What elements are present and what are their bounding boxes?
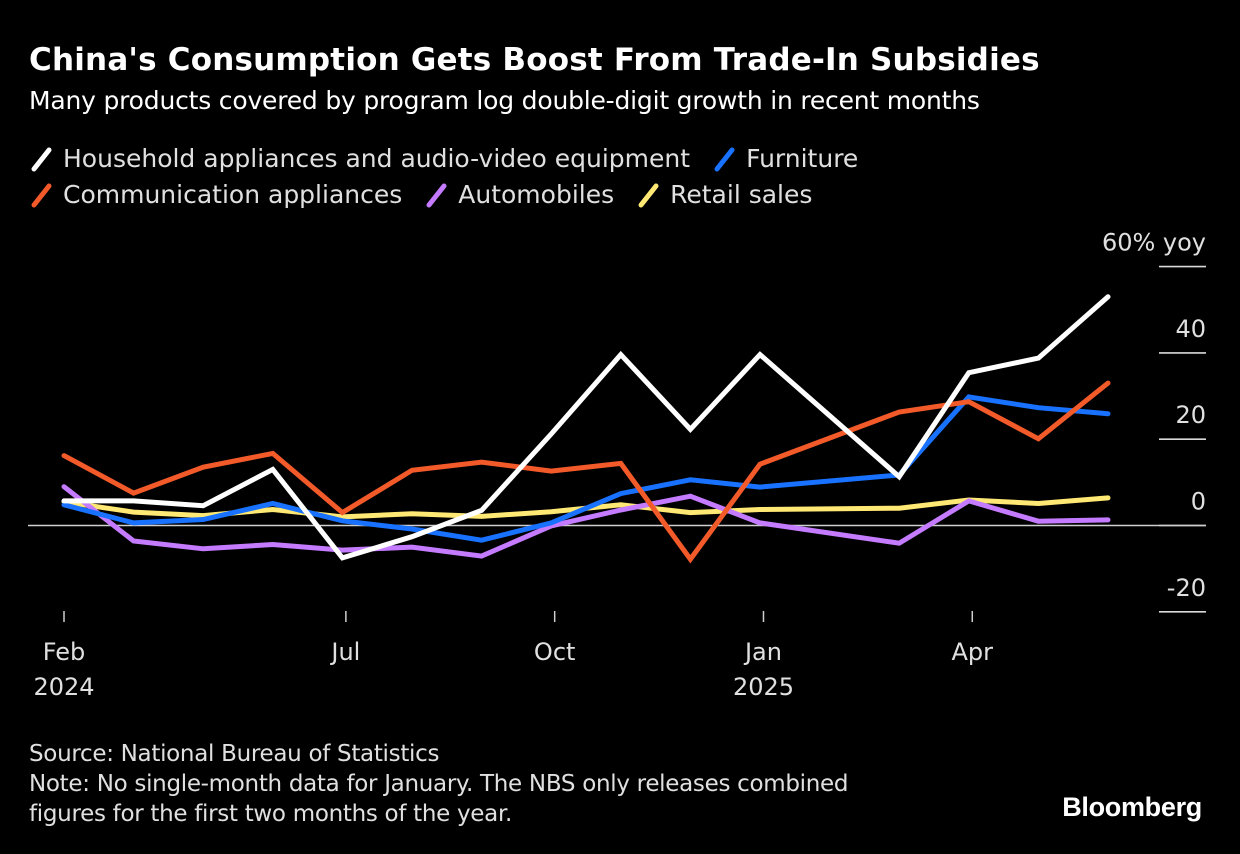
y-tick-label: 40 bbox=[1175, 315, 1206, 343]
x-tick-label: Jan bbox=[743, 638, 782, 666]
legend-item-communication-appliances: Communication appliances bbox=[29, 177, 402, 213]
x-tick-year-label: 2024 bbox=[33, 673, 94, 701]
legend-swatch-icon bbox=[29, 181, 55, 209]
legend-line-icon bbox=[638, 183, 659, 208]
legend-item-furniture: Furniture bbox=[712, 141, 858, 177]
x-tick-year-label: 2025 bbox=[733, 673, 794, 701]
x-tick-label: Apr bbox=[952, 638, 994, 666]
x-tick-label: Oct bbox=[534, 638, 576, 666]
y-tick-label: 0 bbox=[1191, 488, 1206, 516]
legend-swatch-icon bbox=[712, 145, 738, 173]
legend-line-icon bbox=[426, 183, 447, 208]
y-axis: 60% yoy 40 20 0 -20 bbox=[1102, 229, 1206, 613]
note-text-line-1: Note: No single-month data for January. … bbox=[29, 771, 849, 797]
legend-label: Furniture bbox=[746, 144, 859, 173]
bloomberg-logo: Bloomberg bbox=[1062, 792, 1202, 822]
x-tick-label: Feb bbox=[43, 638, 86, 666]
legend: Household appliances and audio-video equ… bbox=[29, 141, 880, 213]
legend-item-automobiles: Automobiles bbox=[424, 177, 614, 213]
series-line-communication-appliances bbox=[61, 380, 1111, 564]
legend-label: Retail sales bbox=[670, 180, 813, 209]
series-line-furniture bbox=[61, 394, 1111, 543]
legend-line-icon bbox=[31, 183, 52, 208]
line-chart: 60% yoy 40 20 0 -20 Feb 2024 Jul Oct Jan 2025 Apr bbox=[28, 229, 1206, 701]
legend-label: Communication appliances bbox=[63, 180, 403, 209]
series-line-automobiles bbox=[61, 484, 1111, 559]
legend-row-1: Household appliances and audio-video equ… bbox=[29, 141, 880, 177]
footer: Source: National Bureau of Statistics No… bbox=[29, 739, 848, 829]
y-tick-label: 60% yoy bbox=[1102, 229, 1206, 257]
x-axis: Feb 2024 Jul Oct Jan 2025 Apr bbox=[33, 611, 993, 701]
legend-label: Household appliances and audio-video equ… bbox=[63, 144, 691, 173]
y-tick-label: -20 bbox=[1167, 574, 1206, 602]
legend-item-household-appliances: Household appliances and audio-video equ… bbox=[29, 141, 690, 177]
chart-subtitle: Many products covered by program log dou… bbox=[29, 86, 980, 115]
x-tick-label: Jul bbox=[329, 638, 360, 666]
legend-line-icon bbox=[31, 147, 52, 172]
legend-item-retail-sales: Retail sales bbox=[636, 177, 812, 213]
series-lines bbox=[61, 294, 1111, 564]
legend-label: Automobiles bbox=[458, 180, 615, 209]
series-line-household-appliances-and-audio-video-equipment bbox=[61, 294, 1111, 561]
chart-title: China's Consumption Gets Boost From Trad… bbox=[29, 42, 1040, 78]
note-text-line-2: figures for the first two months of the … bbox=[29, 801, 513, 827]
legend-swatch-icon bbox=[636, 181, 662, 209]
y-tick-label: 20 bbox=[1175, 401, 1206, 429]
legend-swatch-icon bbox=[424, 181, 450, 209]
legend-row-2: Communication appliances Automobiles Ret… bbox=[29, 177, 880, 213]
legend-line-icon bbox=[714, 147, 735, 172]
source-text: Source: National Bureau of Statistics bbox=[29, 741, 440, 767]
legend-swatch-icon bbox=[29, 145, 55, 173]
